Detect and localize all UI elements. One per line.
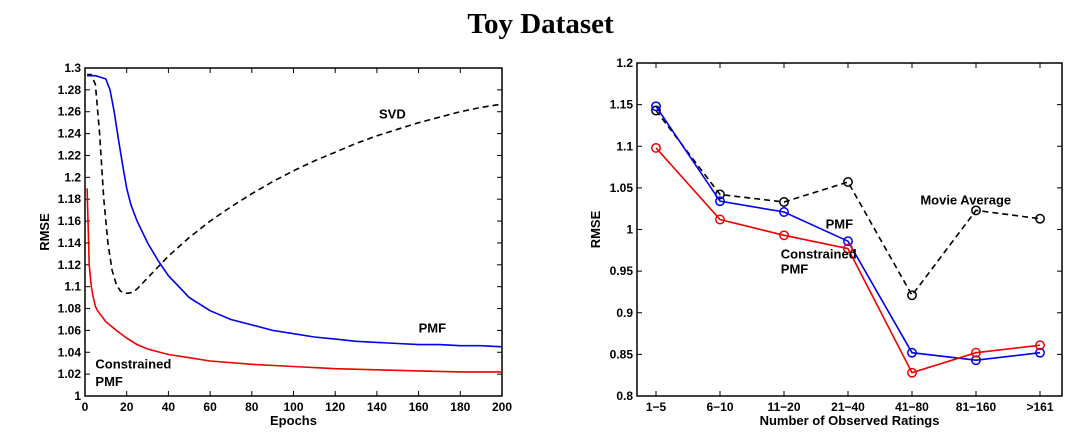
data-point-constrained-pmf (843, 243, 853, 254)
y-tick-label: 0.85 (610, 347, 634, 361)
y-tick-label: 1.05 (610, 181, 634, 195)
data-point-constrained-pmf (715, 214, 725, 225)
x-tick-label: 80 (245, 400, 259, 414)
observed-ratings-rmse-chart: 0.8 0.85 0.9 0.95 1 1.05 1.1 1.15 1.2 1−5 6−10 11−2… (588, 56, 1063, 428)
annotation-label: PMF (781, 262, 809, 277)
x-tick-label: 0 (82, 400, 89, 414)
series-line-constrained-pmf (86, 188, 502, 373)
x-axis-label: Number of Observed Ratings (760, 413, 940, 428)
y-tick-label: 1 (74, 389, 81, 403)
y-tick-label: 1.1 (64, 280, 81, 294)
series-line-pmf (87, 74, 503, 348)
y-tick-label: 1.22 (58, 148, 82, 162)
annotation-label: PMF (419, 321, 447, 336)
y-tick-label: 0.8 (616, 389, 633, 403)
data-point-constrained-pmf (1035, 340, 1045, 351)
x-tick-label: >161 (1026, 400, 1053, 414)
epochs-rmse-chart: 1 1.02 1.04 1.06 1.08 1.1 1.12 1.14 1.16 1.18 1.2 1… (37, 61, 512, 428)
data-point-constrained-pmf (971, 347, 981, 358)
data-point-constrained-pmf (779, 230, 789, 241)
y-tick-label: 1.15 (610, 98, 634, 112)
y-tick-label: 1.24 (58, 127, 82, 141)
x-tick-label: 1−5 (646, 400, 667, 414)
data-point-movie-average (1035, 213, 1045, 224)
data-point-pmf (715, 196, 725, 207)
data-point-pmf (971, 355, 981, 366)
data-point-movie-average (779, 197, 789, 207)
x-tick-label: 40 (162, 400, 176, 414)
y-tick-label: 1.06 (58, 323, 82, 337)
x-tick-label: 11−20 (767, 400, 800, 414)
data-point-movie-average (907, 290, 917, 301)
y-tick-label: 1.18 (58, 192, 82, 206)
y-axis-label: RMSE (37, 213, 52, 251)
data-point-pmf (843, 236, 853, 247)
y-tick-label: 1.2 (616, 56, 633, 70)
y-tick-label: 1.14 (58, 236, 82, 250)
x-tick-label: 120 (325, 400, 345, 414)
x-tick-label: 81−160 (956, 400, 997, 414)
annotation-label: SVD (379, 106, 406, 121)
y-axis-label: RMSE (588, 210, 603, 248)
y-tick-label: 0.95 (610, 264, 634, 278)
y-tick-label: 1.08 (58, 302, 82, 316)
y-tick-label: 1.04 (58, 345, 82, 359)
y-tick-label: 1.2 (64, 170, 81, 184)
data-point-movie-average (971, 205, 981, 216)
annotation-label: Constrained (95, 357, 171, 372)
figure-title: Toy Dataset (467, 8, 614, 40)
annotation-label: Constrained (781, 247, 857, 262)
x-tick-label: 100 (283, 400, 303, 414)
y-tick-label: 0.9 (616, 306, 633, 320)
y-tick-label: 1.28 (58, 83, 82, 97)
x-tick-label: 20 (120, 400, 134, 414)
series-line-svd (87, 73, 503, 295)
y-tick-label: 1.12 (58, 258, 82, 272)
x-tick-label: 21−40 (831, 400, 865, 414)
y-tick-label: 1.16 (58, 214, 82, 228)
series-line-pmf (655, 105, 1041, 362)
y-tick-label: 1.02 (58, 367, 82, 381)
x-tick-label: 200 (492, 400, 512, 414)
x-tick-label: 60 (203, 400, 217, 414)
series-line-movie-average (655, 110, 1041, 297)
data-point-pmf (907, 347, 917, 358)
data-point-constrained-pmf (907, 367, 917, 378)
x-tick-label: 180 (450, 400, 470, 414)
x-tick-label: 41−80 (895, 400, 929, 414)
y-tick-label: 1.26 (58, 105, 82, 119)
data-point-movie-average (843, 177, 853, 187)
y-tick-label: 1.1 (616, 139, 633, 153)
x-tick-label: 140 (367, 400, 387, 414)
data-point-pmf (1035, 347, 1045, 358)
x-tick-label: 160 (409, 400, 429, 414)
data-point-pmf (779, 207, 789, 217)
data-point-constrained-pmf (651, 142, 661, 153)
x-tick-label: 6−10 (706, 400, 733, 414)
y-tick-label: 1 (626, 223, 633, 237)
data-point-pmf (651, 101, 661, 112)
y-tick-label: 1.3 (64, 61, 81, 75)
series-line-constrained-pmf (655, 147, 1041, 374)
annotation-label: PMF (826, 217, 854, 232)
annotation-label: PMF (95, 374, 123, 389)
x-axis-label: Epochs (270, 413, 317, 428)
annotation-label: Movie Average (920, 193, 1011, 208)
